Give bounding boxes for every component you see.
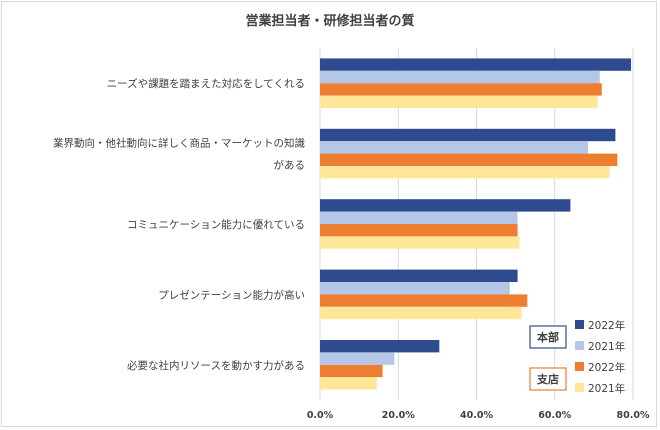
legend-swatch: [575, 341, 584, 350]
legend-group-label: 支店: [536, 372, 559, 386]
category-label: 必要な社内リソースを動かす力がある: [127, 359, 305, 372]
bar: [320, 211, 518, 224]
legend-group-label: 本部: [537, 330, 559, 344]
x-tick-label: 40.0%: [460, 410, 493, 421]
bar: [320, 83, 602, 96]
bar: [320, 340, 440, 353]
legend-label: 2021年: [588, 340, 625, 353]
x-tick-labels: 0.0% 20.0% 40.0% 60.0% 80.0%: [307, 410, 650, 421]
bar: [320, 282, 510, 295]
legend-label: 2021年: [588, 382, 625, 395]
x-tick-label: 80.0%: [617, 410, 650, 421]
legend-group-box: [529, 325, 567, 349]
bar: [320, 153, 618, 166]
bar: [320, 236, 520, 249]
legend-group-box: [529, 367, 567, 391]
bar: [320, 58, 632, 71]
bar: [320, 128, 616, 142]
category-label: コミュニケーション能力に優れている: [127, 218, 305, 231]
legend-swatch: [575, 362, 584, 371]
legend-swatch: [575, 320, 584, 329]
legend-label: 2022年: [588, 361, 625, 374]
bar: [320, 294, 528, 307]
bar: [320, 70, 600, 84]
bar: [320, 364, 383, 378]
bar: [320, 269, 518, 282]
category-label: ニーズや課題を踏まえた対応をしてくれる: [107, 77, 305, 90]
legend-swatch: [575, 383, 584, 392]
x-tick-label: 60.0%: [538, 410, 571, 421]
bar: [320, 377, 377, 390]
bar: [320, 199, 571, 212]
category-label: がある: [274, 159, 306, 172]
bars: [320, 58, 632, 390]
bar: [320, 306, 522, 320]
category-label: 業界動向・他社動向に詳しく商品・マーケットの知識: [53, 137, 305, 150]
bar: [320, 95, 598, 108]
bar: [320, 352, 395, 365]
category-label: プレゼンテーション能力が高い: [158, 288, 305, 301]
chart-title: 営業担当者・研修担当者の質: [245, 14, 415, 29]
bar: [320, 224, 518, 237]
x-tick-label: 0.0%: [307, 410, 334, 421]
bar: [320, 166, 610, 179]
legend-label: 2022年: [588, 319, 625, 332]
bar: [320, 141, 589, 154]
x-tick-label: 20.0%: [382, 410, 415, 421]
category-labels: ニーズや課題を踏まえた対応をしてくれる業界動向・他社動向に詳しく商品・マーケット…: [53, 77, 305, 372]
